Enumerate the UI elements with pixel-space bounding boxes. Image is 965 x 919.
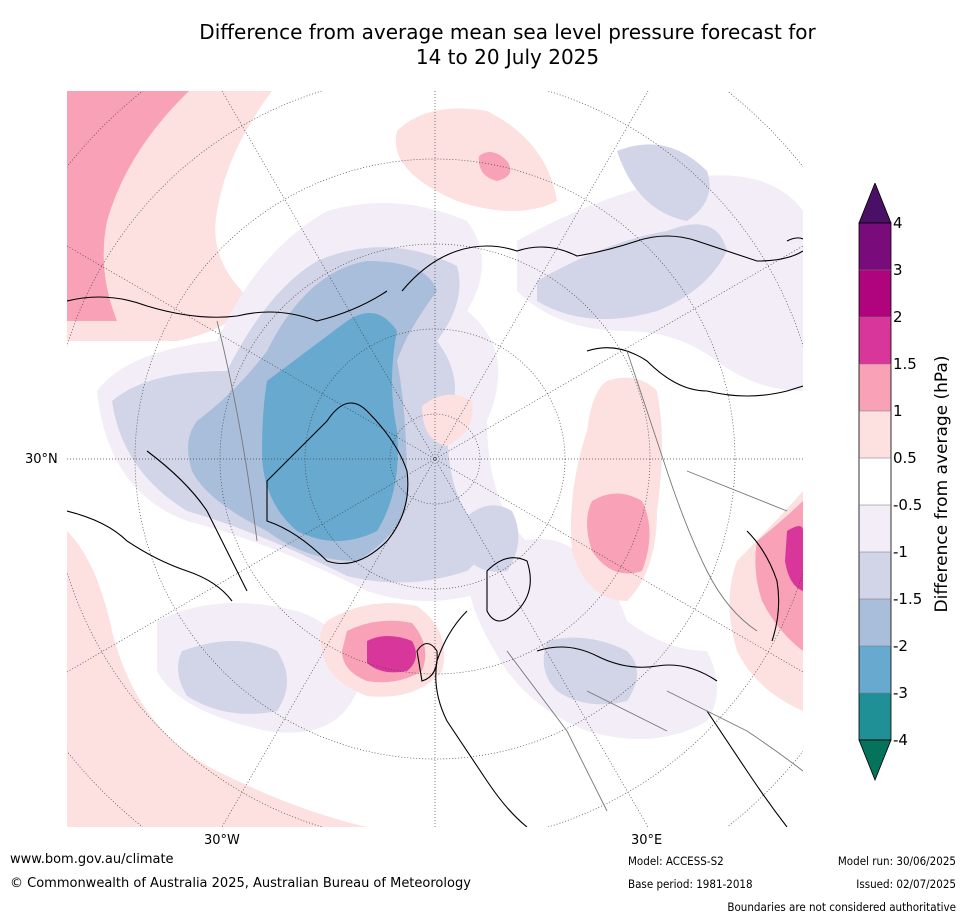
anomaly-negative-siberia-moderate [537, 224, 727, 319]
colorbar-label: Difference from average (hPa) [932, 355, 952, 613]
lat-label-30n: 30°N [25, 452, 58, 467]
anomaly-positive-southwest [67, 531, 367, 827]
colorbar-tick-1-5: 1.5 [893, 355, 917, 373]
lon-label-30e: 30°E [631, 833, 663, 848]
colorbar-bin-m2-to-m1.5 [859, 599, 891, 646]
colorbar-tick-1: 1 [893, 402, 903, 420]
colorbar-extend-top [858, 183, 892, 224]
colorbar-tick-0-5: 0.5 [893, 449, 917, 467]
colorbar-tick-m0-5: -0.5 [893, 496, 923, 514]
colorbar-tick-m1: -1 [893, 543, 908, 561]
map-svg [67, 91, 803, 827]
issued-text: Issued: 02/07/2025 [856, 877, 956, 891]
title-line-2: 14 to 20 July 2025 [415, 45, 600, 69]
polar-stereographic-map [67, 91, 803, 827]
graticule [67, 91, 803, 827]
colorbar-bin-1-to-1.5 [859, 364, 891, 411]
colorbar-bin-m3-to-m2 [859, 646, 891, 693]
colorbar-bin-m1-to-m0.5 [859, 505, 891, 552]
colorbar-bin-m4-to-m3 [859, 693, 891, 740]
anomaly-positive-north-pacific-core [478, 152, 511, 181]
anomaly-negative-europe-moderate [543, 637, 637, 705]
coastlines [67, 235, 803, 827]
title-line-1: Difference from average mean sea level p… [199, 20, 816, 44]
anomaly-negative-siberia-east [617, 144, 710, 221]
colorbar-tick-m3: -3 [893, 684, 908, 702]
colorbar-tick-3: 3 [893, 261, 903, 279]
anomaly-negative-stronger [262, 313, 398, 541]
colorbar-tick-m1-5: -1.5 [893, 590, 923, 608]
anomaly-positive-central-asia-core [587, 493, 650, 574]
website-link[interactable]: www.bom.gov.au/climate [10, 852, 174, 867]
colorbar-separators [859, 269, 891, 694]
colorbar-bin-2-to-3 [859, 270, 891, 317]
anomaly-negative-atlantic-moderate [178, 641, 287, 714]
colorbar-bin-neutral [859, 458, 891, 505]
colorbar [858, 183, 892, 782]
model-text: Model: ACCESS-S2 [628, 854, 724, 868]
colorbar-tick-4: 4 [893, 214, 903, 232]
colorbar-tick-m2: -2 [893, 637, 908, 655]
anomaly-positive-north-pacific [395, 108, 557, 211]
colorbar-bin-0.5-to-1 [859, 411, 891, 458]
colorbar-tick-m4: -4 [893, 731, 908, 749]
colorbar-bin-3-to-4 [859, 223, 891, 270]
anomaly-positive-west-strong [67, 91, 189, 321]
colorbar-bin-1.5-to-2 [859, 317, 891, 364]
anomaly-positive-uk-core [367, 636, 416, 673]
base-period-text: Base period: 1981-2018 [628, 877, 753, 891]
country-borders [216, 320, 803, 812]
model-run-text: Model run: 30/06/2025 [837, 854, 956, 868]
anomaly-negative-scandinavia [462, 505, 519, 572]
anomaly-positive-east-asia-core [785, 526, 803, 591]
copyright-text: © Commonwealth of Australia 2025, Austra… [10, 876, 471, 891]
colorbar-extend-bottom [858, 739, 892, 782]
map-title: Difference from average mean sea level p… [0, 20, 965, 70]
colorbar-frame [858, 222, 892, 741]
colorbar-bin-m1.5-to-m1 [859, 552, 891, 599]
lon-label-30w: 30°W [204, 833, 240, 848]
colorbar-tick-2: 2 [893, 308, 903, 326]
disclaimer-text: Boundaries are not considered authoritat… [727, 900, 956, 914]
